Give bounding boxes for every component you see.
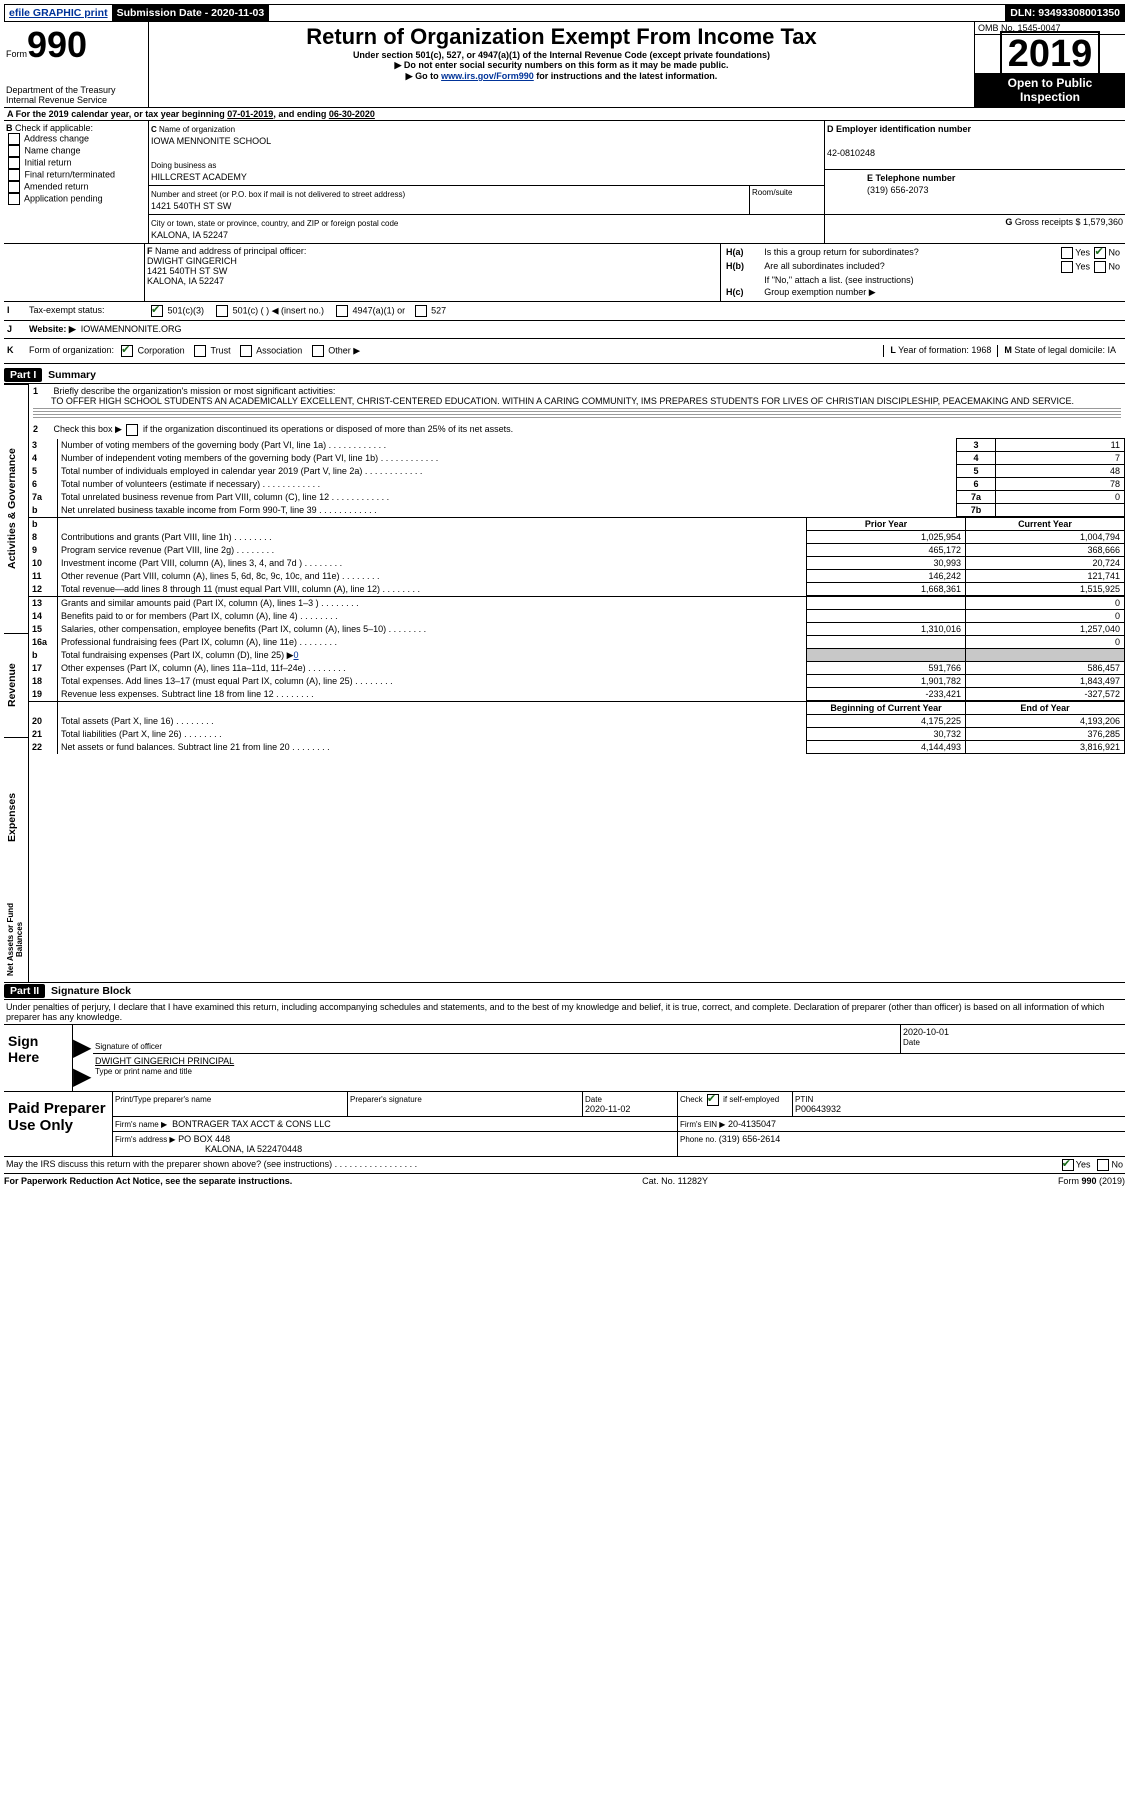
form-title: Return of Organization Exempt From Incom… (157, 24, 966, 50)
org-other[interactable]: Other ▶ (328, 345, 360, 355)
box-deg: D Employer identification number 42-0810… (825, 121, 1125, 243)
ptin: P00643932 (795, 1104, 841, 1114)
telephone: (319) 656-2073 (867, 185, 929, 195)
governance-table: 3 Number of voting members of the govern… (29, 438, 1125, 517)
box-i: I Tax-exempt status: 501(c)(3) 501(c) ( … (4, 301, 1125, 320)
instructions-link-line: ▶ Go to www.irs.gov/Form990 for instruct… (157, 71, 966, 82)
dba-name: HILLCREST ACADEMY (151, 172, 247, 182)
year-of-formation: 1968 (971, 345, 991, 355)
entity-header-block: B Check if applicable: Address change Na… (4, 121, 1125, 243)
top-bar: efile GRAPHIC print Submission Date - 20… (4, 4, 1125, 22)
box-f: F Name and address of principal officer:… (145, 244, 721, 301)
check-name-change[interactable]: Name change (25, 145, 81, 155)
page-footer: For Paperwork Reduction Act Notice, see … (4, 1174, 1125, 1188)
city-state-zip: KALONA, IA 52247 (151, 230, 228, 240)
firm-ein: 20-4135047 (728, 1119, 776, 1129)
instructions-link[interactable]: www.irs.gov/Form990 (441, 71, 534, 81)
mission-text: TO OFFER HIGH SCHOOL STUDENTS AN ACADEMI… (33, 396, 1121, 406)
dln: DLN: 93493308001350 (1005, 5, 1124, 21)
firm-phone: (319) 656-2614 (719, 1134, 781, 1144)
vert-activities: Activities & Governance (4, 384, 28, 633)
sign-here-block: Sign Here ▶▶ Signature of officer 2020-1… (4, 1025, 1125, 1092)
org-trust[interactable]: Trust (210, 345, 230, 355)
discuss-row: May the IRS discuss this return with the… (4, 1157, 1125, 1174)
org-association[interactable]: Association (256, 345, 302, 355)
street-address: 1421 540TH ST SW (151, 201, 231, 211)
vert-revenue: Revenue (4, 633, 28, 737)
firm-addr: PO BOX 448 (178, 1134, 230, 1144)
box-c: C Name of organization IOWA MENNONITE SC… (149, 121, 825, 243)
state-domicile: IA (1107, 345, 1116, 355)
revenue-table: b Prior Year Current Year 8 Contribution… (29, 517, 1125, 596)
expenses-table: 13Grants and similar amounts paid (Part … (29, 596, 1125, 701)
box-b: B Check if applicable: Address change Na… (4, 121, 149, 243)
box-h: H(a)Is this a group return for subordina… (721, 244, 1125, 301)
ein: 42-0810248 (827, 148, 875, 158)
org-corporation[interactable]: Corporation (138, 345, 185, 355)
status-501c[interactable]: 501(c) ( ) ◀ (insert no.) (233, 305, 324, 315)
form-number: 990 (27, 24, 87, 65)
q2-text: Check this box ▶ if the organization dis… (54, 424, 514, 434)
part1-header: Part I (4, 368, 42, 382)
box-j: J Website: ▶ IOWAMENNONITE.ORG (4, 320, 1125, 339)
check-address-change[interactable]: Address change (24, 133, 89, 143)
org-name: IOWA MENNONITE SCHOOL (151, 136, 271, 146)
line-a-tax-year: A For the 2019 calendar year, or tax yea… (4, 108, 1125, 121)
netassets-table: Beginning of Current Year End of Year 20… (29, 701, 1125, 754)
room-suite: Room/suite (749, 186, 824, 214)
part2-title: Signature Block (51, 985, 131, 997)
prep-date: 2020-11-02 (585, 1104, 630, 1114)
form-subtitle: Under section 501(c), 527, or 4947(a)(1)… (157, 50, 966, 60)
vert-netassets: Net Assets or Fund Balances (4, 896, 28, 982)
dept-treasury: Department of the Treasury (6, 85, 146, 95)
check-app-pending[interactable]: Application pending (24, 193, 103, 203)
submission-date: Submission Date - 2020-11-03 (112, 5, 269, 21)
irs-label: Internal Revenue Service (6, 95, 146, 105)
part1-title: Summary (48, 369, 96, 381)
form-header: Form990 Department of the Treasury Inter… (4, 22, 1125, 108)
efile-link[interactable]: efile GRAPHIC print (5, 5, 112, 21)
check-final-return[interactable]: Final return/terminated (25, 169, 116, 179)
gross-receipts: 1,579,360 (1083, 217, 1123, 227)
officer-addr: 1421 540TH ST SW (147, 266, 227, 276)
vert-expenses: Expenses (4, 737, 28, 896)
firm-city: KALONA, IA 522470448 (115, 1144, 302, 1154)
privacy-note: ▶ Do not enter social security numbers o… (157, 60, 966, 71)
open-to-public: Open to PublicInspection (975, 73, 1125, 107)
status-4947[interactable]: 4947(a)(1) or (353, 305, 406, 315)
tax-year: 2019 (1000, 31, 1101, 77)
paid-preparer-label: Paid Preparer Use Only (4, 1092, 113, 1156)
paid-preparer-block: Paid Preparer Use Only Print/Type prepar… (4, 1092, 1125, 1157)
status-501c3[interactable]: 501(c)(3) (168, 305, 205, 315)
check-initial-return[interactable]: Initial return (25, 157, 72, 167)
officer-city: KALONA, IA 52247 (147, 276, 224, 286)
officer-name: DWIGHT GINGERICH (147, 256, 237, 266)
part1-body: Activities & Governance Revenue Expenses… (4, 384, 1125, 982)
fh-block: F Name and address of principal officer:… (4, 243, 1125, 301)
officer-type-name: DWIGHT GINGERICH PRINCIPAL (95, 1056, 234, 1066)
firm-name: BONTRAGER TAX ACCT & CONS LLC (172, 1119, 331, 1129)
box-klm: K Form of organization: Corporation Trus… (4, 339, 1125, 364)
website[interactable]: IOWAMENNONITE.ORG (81, 324, 182, 335)
sign-here-label: Sign Here (4, 1025, 73, 1091)
check-amended[interactable]: Amended return (24, 181, 89, 191)
sign-date: 2020-10-01 (903, 1027, 949, 1037)
penalties-text: Under penalties of perjury, I declare th… (4, 1000, 1125, 1025)
status-527[interactable]: 527 (431, 305, 446, 315)
part2-header: Part II (4, 984, 45, 998)
